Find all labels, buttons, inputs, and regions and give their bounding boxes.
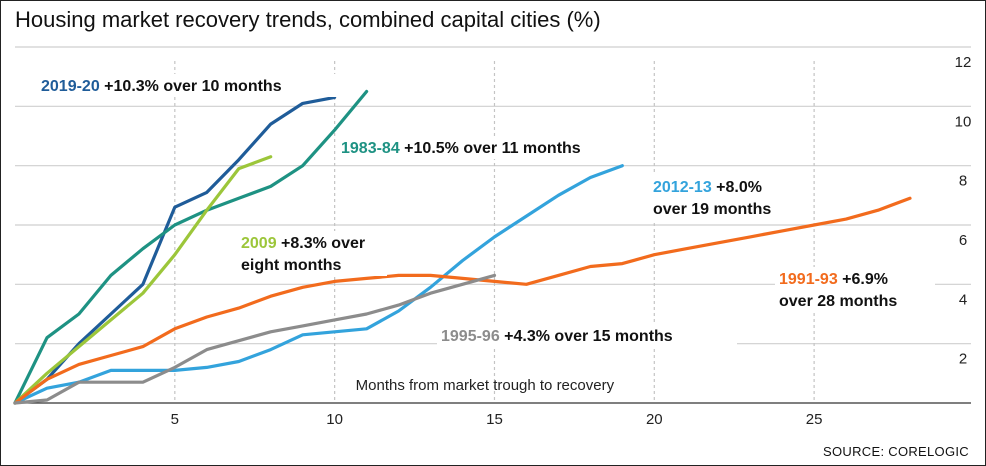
x-tick-label: 5	[171, 411, 179, 428]
series-annotation-2019-20: 2019-20 +10.3% over 10 months	[41, 78, 282, 95]
series-annotation-1995-96: 1995-96 +4.3% over 15 months	[441, 328, 673, 345]
chart-title: Housing market recovery trends, combined…	[15, 7, 601, 32]
annotation-bg	[237, 231, 387, 276]
y-tick-label: 6	[959, 232, 967, 249]
annotation-bg	[37, 74, 337, 97]
annotation-bg	[775, 267, 935, 312]
y-tick-label: 2	[959, 351, 967, 368]
x-axis-label: Months from market trough to recovery	[356, 377, 615, 394]
series-line-2012-13	[13, 164, 624, 405]
x-tick-label: 20	[646, 411, 663, 428]
series-annotation-1983-84: 1983-84 +10.5% over 11 months	[341, 140, 581, 157]
series-line-1995-96	[13, 273, 497, 405]
x-tick-label: 10	[326, 411, 343, 428]
y-tick-label: 12	[955, 54, 972, 71]
x-tick-label: 25	[806, 411, 823, 428]
series-annotation-1991-93: 1991-93 +6.9%	[779, 271, 888, 288]
series-line-1983-84	[13, 89, 369, 405]
y-tick-label: 8	[959, 173, 967, 190]
series-line-1991-93	[13, 196, 912, 405]
series-line-2009	[13, 155, 273, 405]
series-annotation-line2: over 28 months	[779, 293, 897, 310]
annotation-bg	[437, 324, 737, 347]
series-annotation-line2: eight months	[241, 257, 342, 274]
annotation-bg	[649, 175, 809, 220]
x-tick-label: 15	[486, 411, 503, 428]
y-tick-label: 4	[959, 291, 967, 308]
series-annotation-line2: over 19 months	[653, 201, 771, 218]
source-note: SOURCE: CORELOGIC	[823, 444, 969, 459]
y-tick-label: 10	[955, 113, 972, 130]
series-annotation-2009: 2009 +8.3% over	[241, 235, 365, 252]
series-annotation-2012-13: 2012-13 +8.0%	[653, 179, 762, 196]
annotation-bg	[337, 136, 637, 159]
